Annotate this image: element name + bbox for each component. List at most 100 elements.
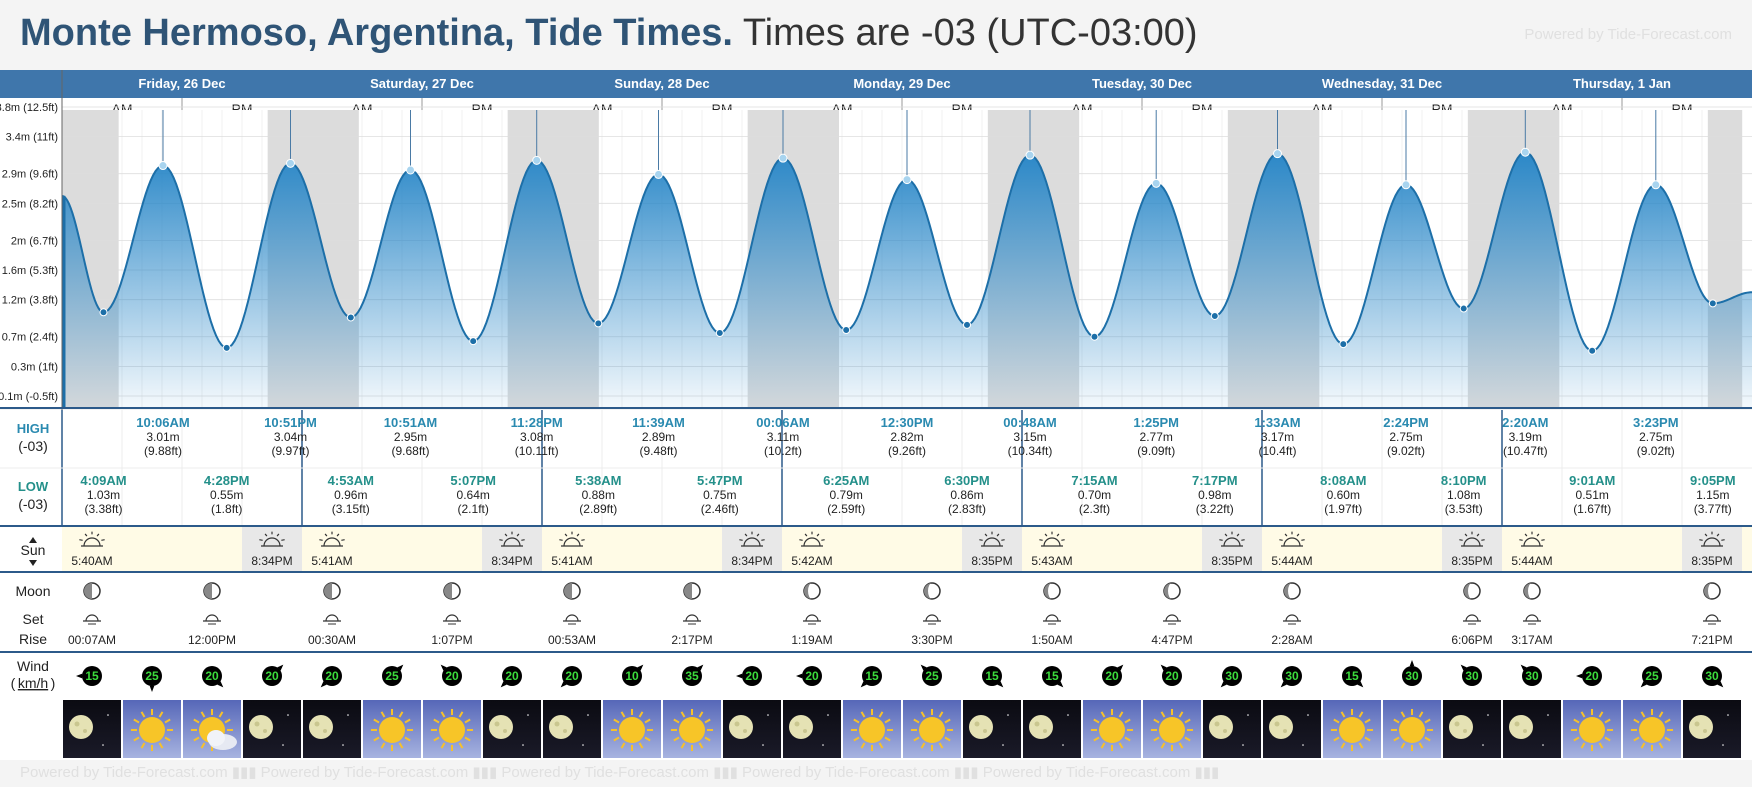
moon-rise-time: 7:21PM <box>1691 633 1732 647</box>
wind-speed: 20 <box>745 669 759 683</box>
sunset-icon <box>739 531 765 547</box>
wind-speed: 15 <box>865 669 879 683</box>
wind-speed: 25 <box>1645 669 1659 683</box>
wind-speed: 20 <box>1585 669 1599 683</box>
star-icon <box>1722 744 1724 746</box>
wind-circle <box>1402 666 1422 686</box>
wind-circle <box>502 666 522 686</box>
wind-arrowhead-icon <box>637 664 644 671</box>
low-tide-meters: 1.03m <box>87 488 120 502</box>
weather-cell <box>1623 700 1681 758</box>
moon-rise-time: 12:00PM <box>188 633 236 647</box>
moon-rise-icon <box>203 614 221 625</box>
moon-rise-icon <box>1703 614 1721 625</box>
moon-label-bg <box>0 573 62 653</box>
high-tide-point <box>158 161 168 171</box>
wind-circle <box>742 666 762 686</box>
day-label: Saturday, 27 Dec <box>370 76 474 91</box>
sunset-time: 8:35PM <box>1451 554 1492 568</box>
low-tide-meters: 0.96m <box>334 488 367 502</box>
wind-speed: 30 <box>1225 669 1239 683</box>
sun-icon <box>1639 717 1665 743</box>
star-icon <box>1002 744 1004 746</box>
moon-set-time: 1:50AM <box>1031 633 1072 647</box>
moon-icon <box>1269 715 1293 739</box>
weather-cell <box>543 700 601 758</box>
sun-icon <box>859 717 885 743</box>
star-icon <box>1727 714 1729 716</box>
sunset-time: 8:34PM <box>491 554 532 568</box>
sunset-icon <box>979 531 1005 547</box>
low-tide-time: 7:15AM <box>1071 473 1117 488</box>
tide-area <box>62 152 1752 408</box>
high-tide-feet: (10.34ft) <box>1008 444 1053 458</box>
high-tide-meters: 3.01m <box>146 430 179 444</box>
moon-set-icon <box>563 614 581 625</box>
y-axis: 3.8m (12.5ft) -0.1m (-0.5ft) 0.3m (1ft) 0.7… <box>0 102 62 408</box>
wind-indicator: 30 <box>1702 666 1724 688</box>
low-tide-point <box>99 308 108 317</box>
tide-series <box>62 110 1752 408</box>
wind-circle <box>802 666 822 686</box>
low-tide-time: 5:47PM <box>697 473 743 488</box>
wind-arrowhead-icon <box>860 681 867 688</box>
wind-speed: 20 <box>325 669 339 683</box>
weather-cell <box>1563 700 1621 758</box>
moon-rise-time: 6:06PM <box>1451 633 1492 647</box>
moon-phase-icon <box>323 582 341 600</box>
wind-circle <box>382 666 402 686</box>
moon-phase-icon <box>683 582 701 600</box>
high-tide-meters: 2.77m <box>1140 430 1173 444</box>
weather-cell <box>723 700 781 758</box>
high-tide-meters: 2.82m <box>890 430 923 444</box>
sunrise-time: 5:44AM <box>1511 554 1552 568</box>
wind-unit-link[interactable]: km/h <box>18 675 48 691</box>
wind-indicator: 30 <box>1520 664 1542 686</box>
wind-speed: 20 <box>805 669 819 683</box>
day-label: Monday, 29 Dec <box>853 76 950 91</box>
powered-by-bottom: Powered by Tide-Forecast.com ▮▮▮ Powered… <box>20 764 1220 781</box>
moon-phase-icon <box>803 582 821 600</box>
moon-icon <box>1509 715 1533 739</box>
sunset-icon <box>1459 531 1485 547</box>
sun-icon <box>139 717 165 743</box>
wind-circle <box>1282 666 1302 686</box>
wind-speed: 15 <box>985 669 999 683</box>
wind-arrowhead-icon <box>397 664 404 671</box>
wind-arrowhead-icon <box>920 664 927 671</box>
sunset-time: 8:35PM <box>971 554 1012 568</box>
wind-circle <box>1042 666 1062 686</box>
moon-phase-icon <box>1703 582 1721 600</box>
y-tick-label: -0.1m (-0.5ft) <box>0 391 58 403</box>
high-tide-point <box>1520 147 1530 157</box>
y-tick-label: 2.9m (9.6ft) <box>2 169 58 181</box>
sun-icon <box>1159 717 1185 743</box>
wind-speed: 30 <box>1285 669 1299 683</box>
low-tide-time: 9:05PM <box>1690 473 1736 488</box>
weather-cell <box>1323 700 1381 758</box>
wind-arrowhead-icon <box>560 681 567 688</box>
sunset-time: 8:34PM <box>731 554 772 568</box>
high-row-bg <box>0 410 1752 468</box>
high-tide-feet: (9.02ft) <box>1387 444 1425 458</box>
high-tide-meters: 3.19m <box>1509 430 1542 444</box>
moon-phase-icon <box>1523 582 1541 600</box>
moon-rise-icon <box>443 614 461 625</box>
day-label: Wednesday, 31 Dec <box>1322 76 1442 91</box>
high-tide-feet: (9.02ft) <box>1637 444 1675 458</box>
wind-indicator: 20 <box>1160 664 1182 686</box>
sunrise-icon <box>1039 531 1065 547</box>
sunset-icon <box>259 531 285 547</box>
day-label: Thursday, 1 Jan <box>1573 76 1671 91</box>
wind-speed: 20 <box>265 669 279 683</box>
star-icon <box>347 714 349 716</box>
y-tick-label: 2m (6.7ft) <box>11 235 58 247</box>
wind-indicator: 20 <box>500 666 522 688</box>
moon-phase-icon <box>1043 582 1061 600</box>
weather-cell <box>603 700 661 758</box>
wind-arrowhead-icon <box>1357 681 1364 688</box>
moon-icon <box>1689 715 1713 739</box>
sunrise-time: 5:43AM <box>1031 554 1072 568</box>
moon-icon <box>789 715 813 739</box>
